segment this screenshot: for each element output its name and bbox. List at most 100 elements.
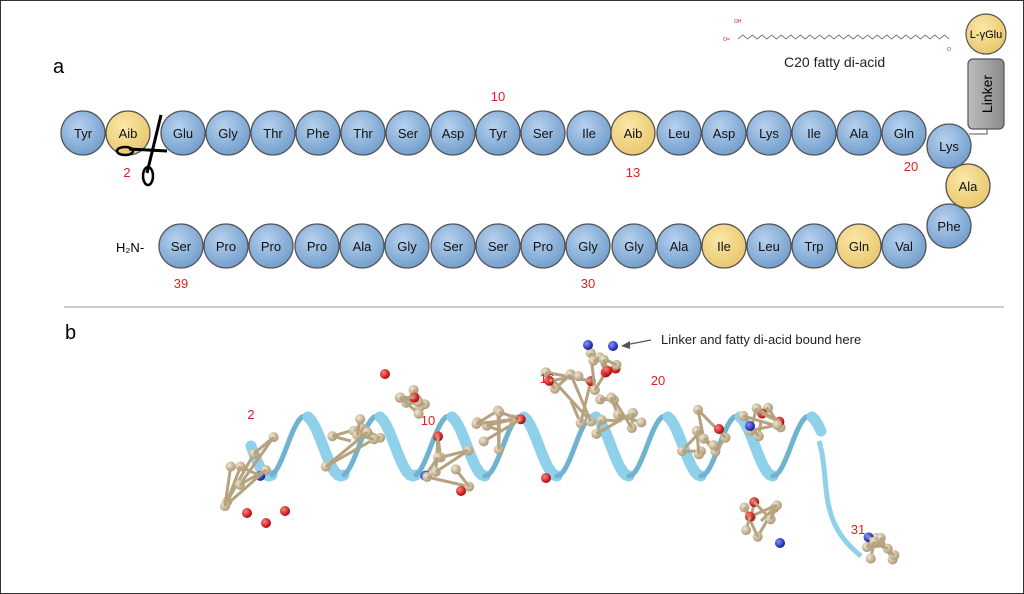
bond xyxy=(434,449,470,474)
svg-text:Lys: Lys xyxy=(759,126,779,141)
atom xyxy=(225,461,236,472)
svg-text:Leu: Leu xyxy=(758,239,780,254)
svg-text:39: 39 xyxy=(174,276,188,291)
residue-gln: Gln xyxy=(881,110,927,156)
residue-ser: Ser xyxy=(475,223,521,269)
svg-text:Gly: Gly xyxy=(578,239,598,254)
svg-text:Lys: Lys xyxy=(939,139,959,154)
annotation-arrow xyxy=(621,339,652,349)
bond xyxy=(612,399,634,429)
atom xyxy=(772,419,783,430)
atom xyxy=(573,371,584,382)
residue-pro: Pro xyxy=(294,223,340,269)
svg-text:31: 31 xyxy=(851,522,865,537)
svg-text:Pro: Pro xyxy=(307,239,327,254)
svg-text:20: 20 xyxy=(904,159,918,174)
atom xyxy=(865,553,876,564)
bond xyxy=(756,507,776,538)
bond xyxy=(325,437,375,468)
atom xyxy=(413,408,424,419)
bond xyxy=(224,468,267,508)
residue-ile: Ile xyxy=(791,110,837,156)
svg-text:Thr: Thr xyxy=(263,126,283,141)
residue-ala: Ala xyxy=(339,223,385,269)
svg-text:Ala: Ala xyxy=(353,239,373,254)
fatty-acid-label: C20 fatty di-acid xyxy=(784,54,885,70)
svg-text:Phe: Phe xyxy=(306,126,329,141)
atom xyxy=(602,365,613,376)
svg-text:Asp: Asp xyxy=(442,126,464,141)
svg-text:16: 16 xyxy=(540,371,554,386)
svg-text:Leu: Leu xyxy=(668,126,690,141)
svg-text:L-γGlu: L-γGlu xyxy=(970,29,1002,41)
residue-ile: Ile xyxy=(566,110,612,156)
ribbon-tail xyxy=(816,440,863,558)
bond xyxy=(569,373,593,423)
svg-text:Gln: Gln xyxy=(894,126,914,141)
helix-structure xyxy=(220,340,900,565)
svg-text:Aib: Aib xyxy=(624,126,643,141)
svg-text:Val: Val xyxy=(895,239,913,254)
svg-text:Ser: Ser xyxy=(488,239,509,254)
atom xyxy=(450,464,461,475)
residue-thr: Thr xyxy=(250,110,296,156)
nitrogen-atom xyxy=(775,538,785,548)
svg-text:Ser: Ser xyxy=(443,239,464,254)
svg-text:Ile: Ile xyxy=(717,239,731,254)
svg-text:O=: O= xyxy=(723,37,730,43)
svg-text:Thr: Thr xyxy=(353,126,373,141)
atom xyxy=(741,525,752,536)
svg-text:Gly: Gly xyxy=(397,239,417,254)
residue-ala: Ala xyxy=(945,163,991,209)
svg-text:Pro: Pro xyxy=(261,239,281,254)
svg-text:13: 13 xyxy=(626,165,640,180)
svg-text:O: O xyxy=(947,47,951,53)
residue-leu: Leu xyxy=(746,223,792,269)
svg-text:Ile: Ile xyxy=(582,126,596,141)
panel-a-label: a xyxy=(53,56,65,78)
residue-gly: Gly xyxy=(205,110,251,156)
atom xyxy=(708,440,719,451)
svg-text:10: 10 xyxy=(491,89,505,104)
peptide-sequence: Tyr Aib Glu Gly Thr Phe Thr Ser Asp Tyr Ser Ile Aib L… xyxy=(60,110,991,269)
svg-text:Ile: Ile xyxy=(807,126,821,141)
atom xyxy=(478,436,489,447)
oxygen-atom xyxy=(380,369,390,379)
fatty-acid-structure: O= OH O xyxy=(723,19,951,53)
svg-text:Gly: Gly xyxy=(624,239,644,254)
svg-text:Pro: Pro xyxy=(216,239,236,254)
linker: Linker xyxy=(967,58,1005,135)
svg-text:Glu: Glu xyxy=(173,126,193,141)
residue-lys: Lys xyxy=(926,123,972,169)
bond xyxy=(476,417,514,426)
svg-text:Gly: Gly xyxy=(218,126,238,141)
svg-text:Tyr: Tyr xyxy=(489,126,508,141)
residue-lys: Lys xyxy=(746,110,792,156)
position-numbers: 2 10 13 20 30 39 xyxy=(123,89,918,291)
oxygen-atom xyxy=(456,486,466,496)
residue-pro: Pro xyxy=(520,223,566,269)
panel-b-label: b xyxy=(65,322,76,344)
nitrogen-atom xyxy=(745,421,755,431)
glu-residue: L-γGlu xyxy=(965,13,1007,55)
svg-text:2: 2 xyxy=(247,407,254,422)
residue-glu: Glu xyxy=(160,110,206,156)
svg-text:10: 10 xyxy=(421,413,435,428)
nitrogen-atom xyxy=(608,341,618,351)
svg-text:Ala: Ala xyxy=(670,239,690,254)
svg-text:Pro: Pro xyxy=(533,239,553,254)
bond xyxy=(223,466,233,507)
residue-gln: Gln xyxy=(836,223,882,269)
bond xyxy=(225,453,256,503)
scissors-icon xyxy=(115,114,168,187)
residue-pro: Pro xyxy=(248,223,294,269)
svg-text:Ser: Ser xyxy=(398,126,419,141)
residue-pro: Pro xyxy=(203,223,249,269)
bond xyxy=(238,436,275,486)
residue-phe: Phe xyxy=(295,110,341,156)
svg-text:Trp: Trp xyxy=(804,239,823,254)
svg-text:Tyr: Tyr xyxy=(74,126,93,141)
ribbon-segment xyxy=(812,419,827,437)
